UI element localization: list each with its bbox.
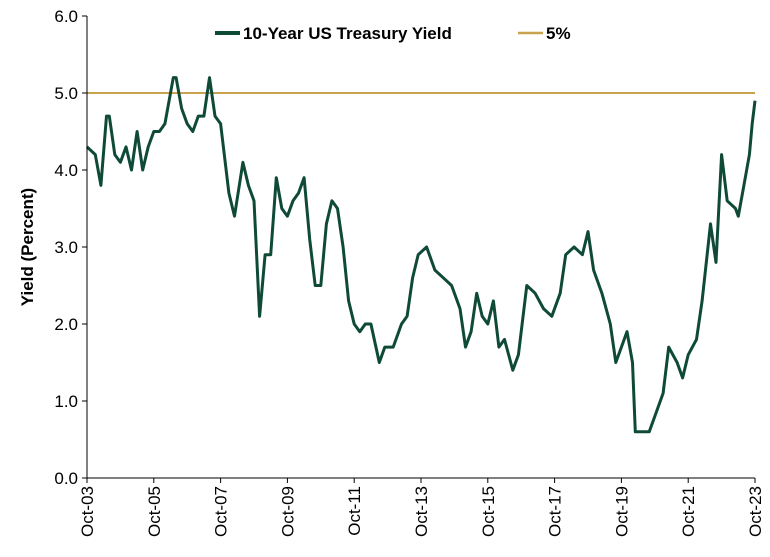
x-tick-label: Oct-11 [345, 486, 364, 536]
y-tick-label: 1.0 [54, 392, 78, 411]
y-tick-label: 0.0 [54, 469, 78, 488]
y-axis-title: Yield (Percent) [18, 188, 37, 306]
x-tick-label: Oct-19 [612, 486, 631, 537]
x-tick-label: Oct-03 [78, 486, 97, 537]
x-tick-label: Oct-15 [479, 486, 498, 537]
legend: 10-Year US Treasury Yield 5% [215, 24, 571, 43]
x-tick-label: Oct-07 [212, 486, 231, 537]
legend-label-5pct: 5% [546, 24, 571, 43]
y-tick-label: 5.0 [54, 84, 78, 103]
legend-label-yield: 10-Year US Treasury Yield [243, 24, 452, 43]
x-tick-label: Oct-09 [278, 486, 297, 537]
y-tick-label: 4.0 [54, 161, 78, 180]
x-tick-label: Oct-13 [412, 486, 431, 537]
plot-area [87, 16, 755, 478]
y-tick-label: 3.0 [54, 238, 78, 257]
x-tick-label: Oct-23 [746, 486, 765, 537]
y-tick-label: 6.0 [54, 7, 78, 26]
x-tick-label: Oct-21 [679, 486, 698, 537]
series-line-10yr-yield [85, 76, 757, 434]
x-tick-label: Oct-05 [145, 486, 164, 537]
x-tick-label: Oct-17 [546, 486, 565, 537]
y-tick-label: 2.0 [54, 315, 78, 334]
